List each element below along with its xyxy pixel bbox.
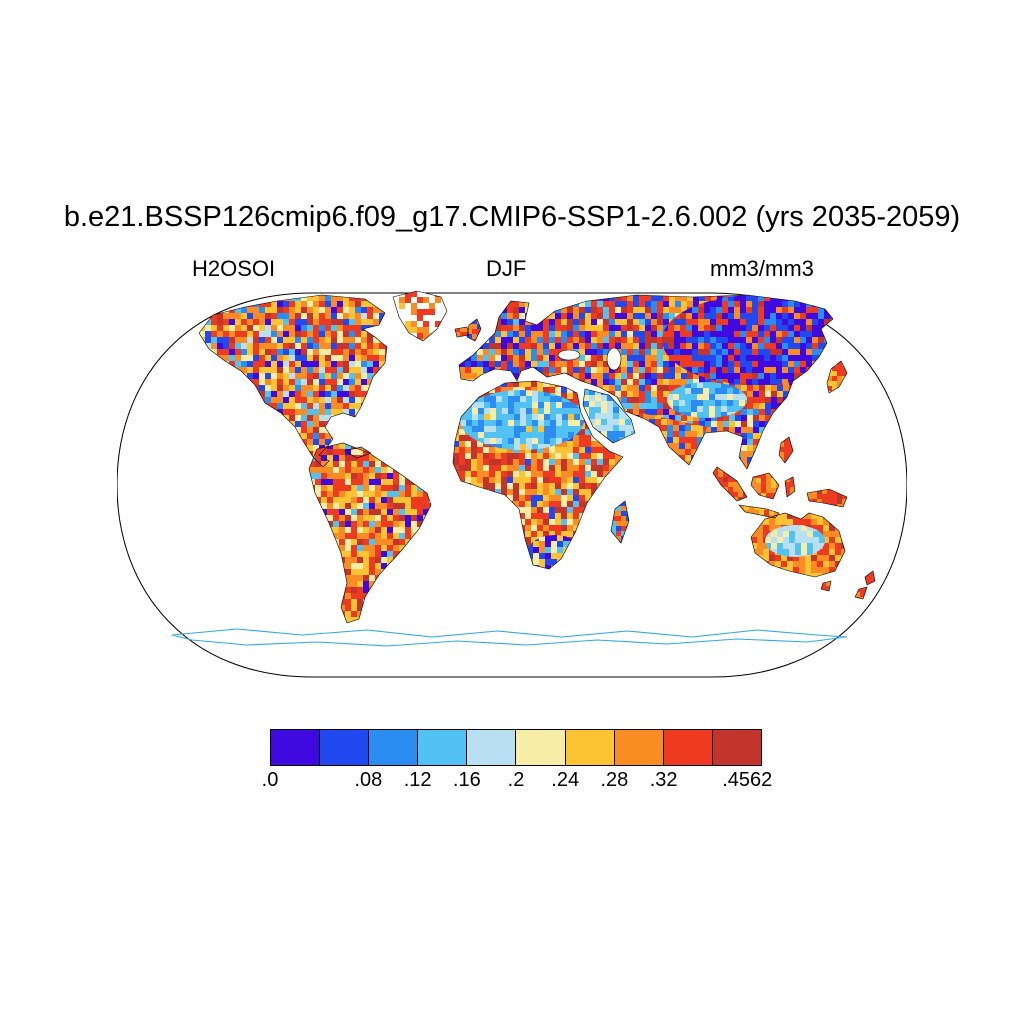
colorbar-tick-label: .12 (403, 769, 432, 791)
plot-title: b.e21.BSSP126cmip6.f09_g17.CMIP6-SSP1-2.… (63, 201, 961, 233)
colorbar-box (319, 729, 370, 766)
colorbar-box (613, 729, 664, 766)
colorbar-box (711, 729, 762, 766)
inland-seas (557, 347, 622, 371)
units-label: mm3/mm3 (710, 256, 814, 281)
colorbar-box (417, 729, 468, 766)
colorbar-box (270, 729, 321, 766)
antarctica-coastline (171, 628, 848, 647)
world-map (117, 290, 907, 678)
black-sea (557, 349, 581, 361)
season-label: DJF (486, 256, 527, 281)
colorbar-tick-label: .0 (261, 769, 279, 791)
colorbar-tick-label: .08 (354, 769, 383, 791)
colorbar-tick-label: .24 (551, 769, 580, 791)
colorbar-tick-label: .4562 (722, 769, 773, 791)
colorbar-box (368, 729, 419, 766)
variable-label: H2OSOI (192, 256, 276, 281)
colorbar-ticks: .0 .08 .12 .16 .2 .24 .28 .32 .4562 (262, 769, 773, 795)
caspian-sea (606, 347, 622, 371)
colorbar-tick-label: .32 (649, 769, 678, 791)
map-plot (117, 285, 907, 685)
colorbar-tick-label: .2 (507, 769, 525, 791)
colorbar-box (515, 729, 566, 766)
colorbar-tick-label: .28 (600, 769, 629, 791)
colorbar-tick-label: .16 (452, 769, 481, 791)
colorbar (270, 729, 762, 766)
colorbar-box (564, 729, 615, 766)
colorbar-box (466, 729, 517, 766)
colorbar-box (662, 729, 713, 766)
